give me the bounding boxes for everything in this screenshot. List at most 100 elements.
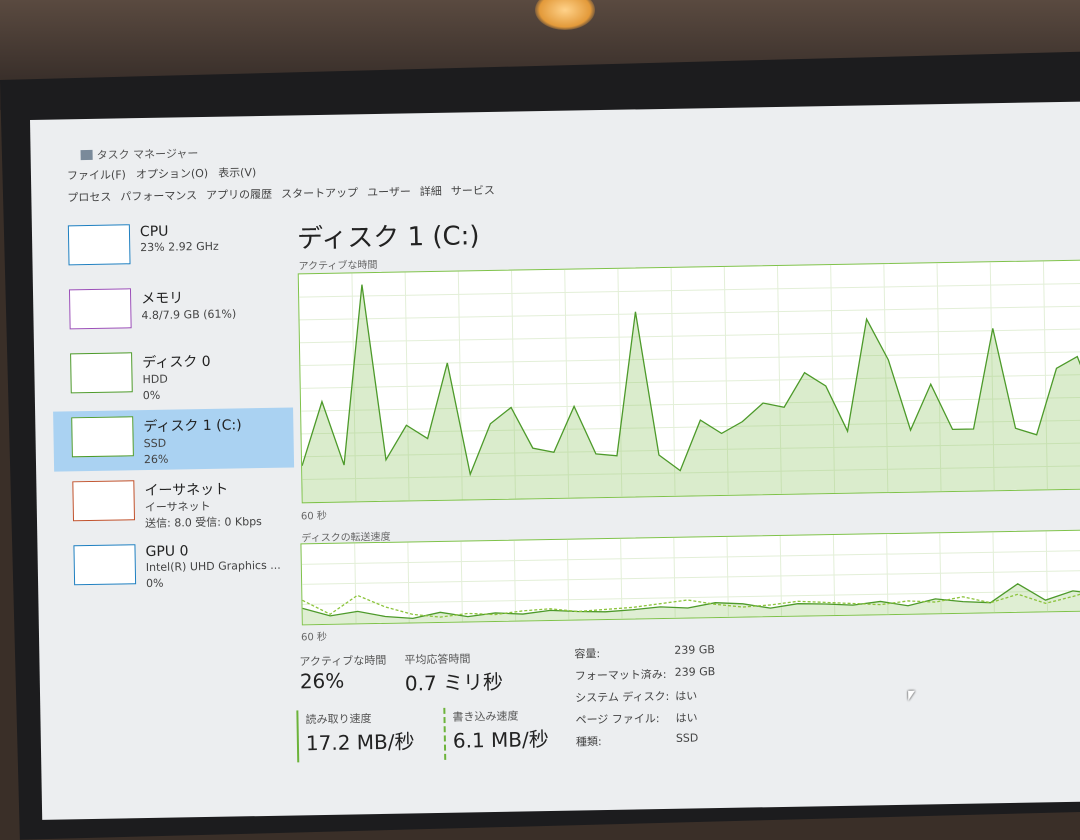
sidebar-item-value: 送信: 8.0 受信: 0 Kbps [144,515,262,531]
prop-value: 239 GB [674,643,716,657]
active-time-stat: アクティブな時間 26% [299,652,386,694]
mouse-cursor-icon [908,690,916,701]
transfer-rate-graph [300,529,1080,626]
active-time-line [301,284,1080,477]
active-time-area [302,284,1080,503]
sidebar-item-2[interactable]: ディスク 0 HDD 0% [52,343,293,407]
tab-app-history[interactable]: アプリの履歴 [206,187,273,202]
grid-line [300,351,1080,367]
disk-properties: 容量: 239 GB フォーマット済み: 239 GB システム ディスク: はい ペ… [574,643,716,755]
prop-value: はい [675,689,698,703]
grid-line [299,282,1080,298]
prop-formatted: フォーマット済み: 239 GB [575,665,716,689]
write-speed-stat: 書き込み速度 6.1 MB/秒 [452,707,549,754]
prop-type: 種類: SSD [576,731,717,755]
active-time-value: 26% [299,668,345,694]
tab-users[interactable]: ユーザー [366,185,411,200]
sidebar-item-text: ディスク 1 (C:) SSD 26% [143,414,242,470]
sidebar-thumbnail-graph [73,544,137,586]
grid-line [301,549,1080,565]
sidebar-item-text: GPU 0 Intel(R) UHD Graphics ... 0% [145,542,281,598]
sidebar-thumbnail-graph [70,352,133,394]
sidebar-item-text: ディスク 0 HDD 0% [142,351,211,406]
read-speed-value: 17.2 MB/秒 [305,729,415,756]
sidebar-item-value: 0% [145,576,164,591]
write-speed-value: 6.1 MB/秒 [452,727,549,753]
grid-line [302,465,1080,481]
prop-key: 種類: [575,735,602,749]
tab-services[interactable]: サービス [450,183,495,198]
tab-performance[interactable]: パフォーマンス [120,189,198,204]
sidebar-item-text: CPU 23% 2.92 GHz [140,223,219,278]
task-manager-icon [80,149,93,161]
transfer-graph-time: 60 秒 [300,631,328,644]
read-rate-area [302,583,1080,625]
read-speed-stat: 読み取り速度 17.2 MB/秒 [305,709,414,756]
sidebar-item-4[interactable]: イーサネット イーサネット 送信: 8.0 受信: 0 Kbps [54,471,295,535]
prop-key: フォーマット済み: [574,667,667,683]
tab-startup[interactable]: スタートアップ [280,186,359,201]
task-manager-window: タスク マネージャー ファイル(F) オプション(O) 表示(V) プロセス パ… [30,101,1080,820]
sidebar-thumbnail-graph [68,288,132,330]
grid-line [301,442,1080,458]
prop-key: ページ ファイル: [575,712,660,727]
sidebar-item-value: 26% [143,452,169,467]
sidebar-thumbnail-graph [72,480,136,522]
grid-line [301,419,1080,435]
write-speed-label: 書き込み速度 [452,709,519,724]
prop-page-file: ページ ファイル: はい [575,709,716,733]
sidebar-item-0[interactable]: CPU 23% 2.92 GHz [50,215,291,279]
read-indicator [296,710,300,763]
grid-line [299,305,1080,321]
sidebar-thumbnail-graph [71,416,134,458]
active-time-graph [297,259,1080,504]
sidebar-item-3[interactable]: ディスク 1 (C:) SSD 26% [53,407,295,472]
sidebar-item-1[interactable]: メモリ 4.8/7.9 GB (61%) [51,279,292,343]
sidebar-item-name: イーサネット [144,481,229,500]
grid-line [300,373,1080,389]
response-time-label: 平均応答時間 [404,652,471,667]
sidebar-item-text: メモリ 4.8/7.9 GB (61%) [141,286,237,342]
title-bar: タスク マネージャー [80,145,198,163]
page-title: ディスク 1 (C:) [296,221,480,255]
prop-key: システム ディスク: [575,689,670,705]
resource-sidebar: CPU 23% 2.92 GHz メモリ 4.8/7.9 GB (61%) ディスク… [50,215,297,603]
sidebar-item-name: ディスク 0 [142,353,211,372]
sidebar-item-name: ディスク 1 (C:) [143,417,242,436]
response-time-stat: 平均応答時間 0.7 ミリ秒 [404,650,503,697]
active-graph-time: 60 秒 [300,510,327,523]
grid-line [299,328,1080,344]
read-rate-line [302,583,1080,620]
prop-value: SSD [675,731,699,745]
tab-bar: プロセス パフォーマンス アプリの履歴 スタートアップ ユーザー 詳細 サービス [67,182,495,205]
sidebar-item-value: 0% [142,388,161,403]
sidebar-item-name: CPU [139,223,169,241]
sidebar-item-text: イーサネット イーサネット 送信: 8.0 受信: 0 Kbps [144,478,262,534]
sidebar-item-5[interactable]: GPU 0 Intel(R) UHD Graphics ... 0% [55,535,296,599]
grid-line [302,569,1080,585]
sidebar-thumbnail-graph [67,224,131,266]
prop-value: 239 GB [674,665,716,679]
tab-processes[interactable]: プロセス [67,190,112,205]
sidebar-item-detail: Intel(R) UHD Graphics ... [145,558,281,575]
menu-file[interactable]: ファイル(F) [66,168,127,183]
active-time-label: アクティブな時間 [299,653,387,669]
read-speed-label: 読み取り速度 [305,712,372,727]
tab-details[interactable]: 詳細 [419,184,442,199]
prop-key: 容量: [574,647,601,661]
grid-line [302,589,1080,605]
sidebar-item-detail: 4.8/7.9 GB (61%) [141,307,237,323]
prop-system-disk: システム ディスク: はい [575,687,716,711]
sidebar-item-detail: SSD [143,436,167,451]
sidebar-item-name: メモリ [141,290,184,308]
menu-options[interactable]: オプション(O) [135,166,209,182]
active-graph-label: アクティブな時間 [298,259,378,273]
write-rate-line [302,587,1080,618]
response-time-value: 0.7 ミリ秒 [404,669,504,696]
sidebar-item-detail: 23% 2.92 GHz [140,239,219,255]
transfer-rate-svg [301,531,1080,625]
window-title: タスク マネージャー [96,147,199,162]
prop-value: はい [675,711,698,725]
menu-view[interactable]: 表示(V) [218,166,257,180]
active-time-svg [299,261,1080,503]
